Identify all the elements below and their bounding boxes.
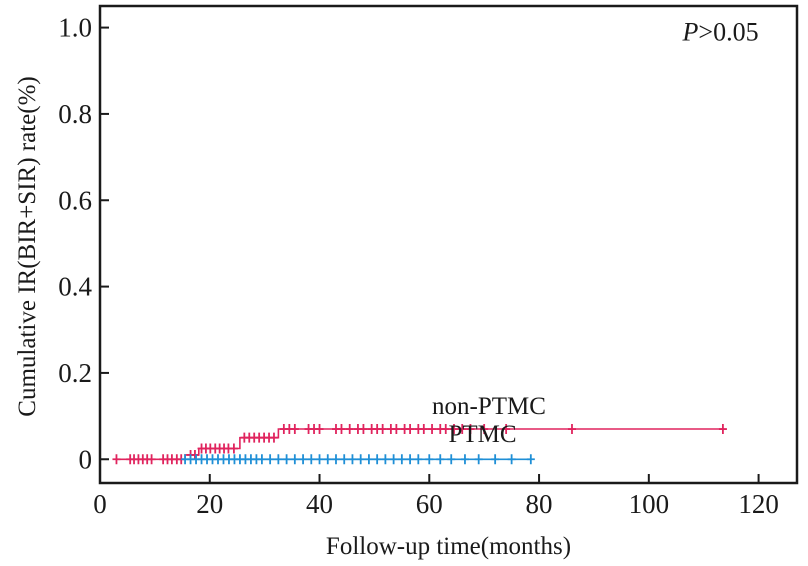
- censor-mark: [458, 424, 467, 435]
- censor-mark: [491, 454, 500, 465]
- censor-mark: [567, 424, 576, 435]
- censor-mark: [480, 424, 489, 435]
- censor-mark: [290, 424, 299, 435]
- censor-mark: [436, 454, 445, 465]
- censor-mark: [331, 454, 340, 465]
- censor-mark: [274, 454, 283, 465]
- p-value-annotation: P>0.05: [682, 18, 759, 47]
- censor-mark: [526, 454, 535, 465]
- censor-mark: [447, 454, 456, 465]
- censor-mark: [307, 454, 316, 465]
- censor-mark: [266, 454, 275, 465]
- series-label-non-ptmc: non-PTMC: [432, 393, 546, 420]
- censor-mark: [389, 454, 398, 465]
- y-tick-label: 0: [79, 444, 93, 474]
- x-tick-label: 40: [306, 489, 333, 519]
- censor-mark: [190, 449, 199, 460]
- y-axis-title: Cumulative IR(BIR+SIR) rate(%): [14, 76, 41, 416]
- censor-mark: [337, 424, 346, 435]
- censor-mark: [269, 432, 278, 443]
- censor-mark: [147, 454, 156, 465]
- x-tick-label: 80: [526, 489, 553, 519]
- x-tick-label: 20: [196, 489, 223, 519]
- censor-mark: [229, 443, 238, 454]
- censor-mark: [460, 454, 469, 465]
- censor-mark: [507, 454, 516, 465]
- censor-mark: [315, 424, 324, 435]
- series-non-ptmc: [112, 424, 727, 465]
- censor-mark: [474, 454, 483, 465]
- censor-mark: [414, 454, 423, 465]
- censor-mark: [406, 424, 415, 435]
- x-tick-label: 100: [629, 489, 670, 519]
- series-label-ptmc: PTMC: [449, 421, 517, 448]
- censor-mark: [364, 454, 373, 465]
- censor-mark: [392, 424, 401, 435]
- y-tick-label: 1.0: [58, 13, 92, 43]
- p-symbol: P: [682, 18, 699, 47]
- censor-mark: [323, 454, 332, 465]
- censor-mark: [348, 454, 357, 465]
- censor-mark: [425, 454, 434, 465]
- y-tick-label: 0.2: [58, 358, 92, 388]
- plot-area: [98, 4, 799, 485]
- y-tick-label: 0.6: [58, 185, 92, 215]
- censor-mark: [502, 424, 511, 435]
- censor-mark: [373, 454, 382, 465]
- censor-mark: [381, 454, 390, 465]
- x-axis-title: Follow-up time(months): [326, 533, 571, 560]
- plot-frame: [98, 4, 799, 485]
- y-tick-label: 0.8: [58, 99, 92, 129]
- censor-mark: [112, 454, 121, 465]
- axis-ticks: 0 20 40 60 80 100 120 0 0.2 0.4 0.6 0.8 1.0: [58, 13, 779, 519]
- series-ptmc: [181, 454, 535, 465]
- censor-mark: [397, 454, 406, 465]
- censor-mark: [449, 424, 458, 435]
- censor-mark: [441, 424, 450, 435]
- censor-mark: [356, 454, 365, 465]
- y-tick-label: 0.4: [58, 272, 92, 302]
- x-tick-label: 120: [738, 489, 779, 519]
- censor-mark: [466, 424, 475, 435]
- censor-mark: [299, 454, 308, 465]
- p-value-text: >0.05: [698, 18, 758, 47]
- censor-mark: [290, 454, 299, 465]
- censor-mark: [315, 454, 324, 465]
- censor-mark: [282, 454, 291, 465]
- censor-mark: [359, 424, 368, 435]
- censor-mark: [340, 454, 349, 465]
- censor-mark: [378, 424, 387, 435]
- series-group: [112, 424, 727, 465]
- censor-mark: [345, 424, 354, 435]
- censor-mark: [257, 454, 266, 465]
- x-tick-label: 60: [416, 489, 443, 519]
- x-tick-label: 0: [93, 489, 107, 519]
- censor-mark: [406, 454, 415, 465]
- censor-mark: [718, 424, 727, 435]
- censor-mark: [428, 424, 437, 435]
- censor-mark: [419, 424, 428, 435]
